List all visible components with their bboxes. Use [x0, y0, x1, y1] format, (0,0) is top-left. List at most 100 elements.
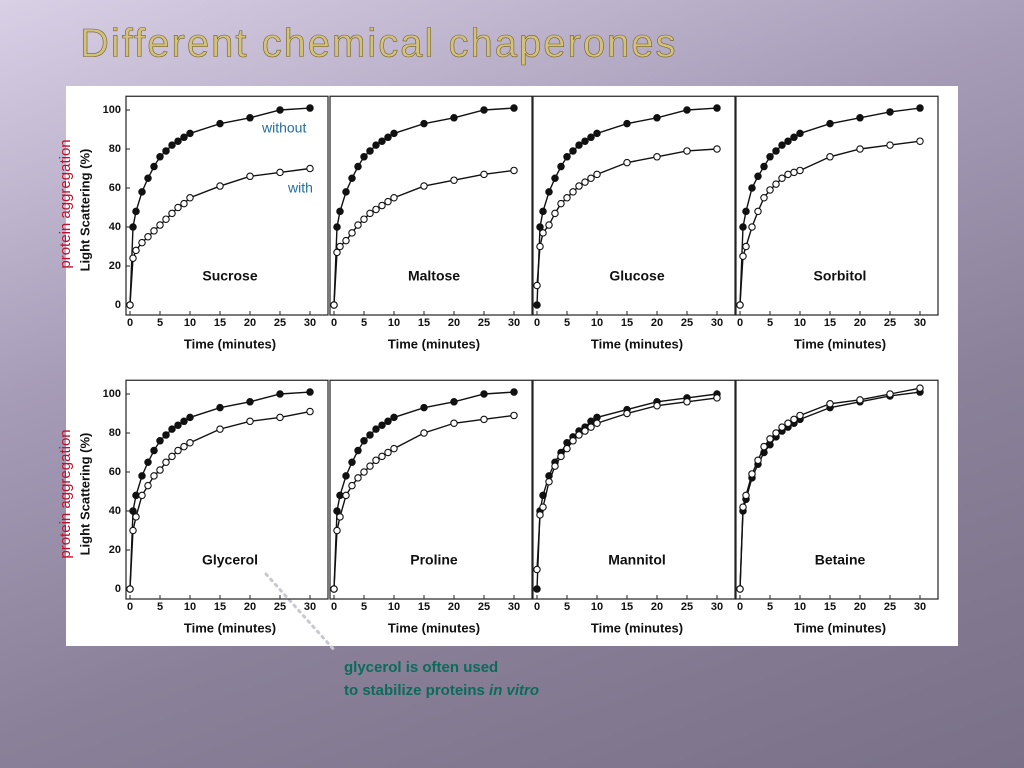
- data-point: [575, 141, 583, 149]
- data-point: [790, 168, 798, 177]
- data-point: [144, 233, 152, 241]
- data-point: [420, 429, 428, 437]
- x-tick-label: 0: [331, 317, 337, 329]
- data-point: [539, 207, 547, 216]
- data-point: [551, 209, 559, 218]
- data-point: [754, 456, 762, 465]
- data-point: [536, 511, 544, 519]
- x-tick-label: 20: [651, 317, 663, 329]
- data-point: [156, 221, 164, 229]
- data-point: [856, 145, 864, 153]
- data-point: [593, 170, 601, 179]
- data-point: [276, 390, 284, 398]
- data-point: [539, 491, 547, 500]
- data-point: [736, 301, 744, 309]
- x-tick-label: 15: [621, 601, 633, 613]
- x-tick-label: 10: [591, 317, 603, 329]
- data-point: [180, 442, 188, 451]
- data-point: [384, 133, 392, 142]
- data-point: [144, 481, 152, 490]
- data-point: [713, 394, 721, 402]
- x-tick-label: 0: [737, 317, 743, 329]
- series-line: [333, 107, 515, 306]
- x-tick-label: 5: [767, 317, 773, 329]
- data-point: [276, 413, 284, 422]
- x-tick-label: 20: [244, 601, 256, 613]
- y-tick-label: 60: [109, 182, 121, 194]
- series-line: [129, 167, 311, 306]
- data-point: [739, 503, 747, 511]
- data-point: [533, 281, 541, 290]
- data-point: [563, 153, 571, 161]
- data-point: [557, 199, 565, 208]
- data-point: [575, 182, 583, 190]
- data-point: [736, 585, 744, 593]
- data-point: [366, 209, 374, 218]
- x-tick-label: 0: [127, 317, 133, 329]
- x-tick-label: 20: [651, 601, 663, 613]
- data-point: [348, 229, 356, 237]
- side-label: protein aggregation: [57, 429, 74, 558]
- data-point: [126, 301, 134, 309]
- data-point: [760, 194, 768, 202]
- data-point: [536, 242, 544, 251]
- data-point: [246, 417, 254, 426]
- connector: [264, 572, 338, 654]
- data-point: [510, 104, 518, 112]
- x-tick-label: 5: [157, 317, 163, 329]
- data-point: [378, 201, 386, 210]
- x-tick-label: 30: [914, 317, 926, 329]
- data-point: [150, 472, 158, 480]
- x-tick-label: 30: [914, 601, 926, 613]
- data-point: [713, 104, 721, 112]
- data-point: [366, 147, 374, 155]
- data-point: [480, 415, 488, 424]
- x-tick-label: 10: [794, 601, 806, 613]
- data-point: [342, 472, 350, 480]
- y-tick-label: 60: [109, 466, 121, 478]
- data-point: [480, 106, 488, 114]
- x-tick-label: 30: [304, 601, 316, 613]
- note-line: to stabilize proteins in vitro: [344, 682, 539, 699]
- data-point: [623, 119, 631, 128]
- data-point: [653, 401, 661, 410]
- data-point: [354, 162, 362, 171]
- x-tick-label: 20: [244, 317, 256, 329]
- data-point: [342, 236, 350, 245]
- plot-frame: [329, 379, 533, 600]
- data-point: [778, 141, 786, 149]
- data-point: [480, 390, 488, 398]
- data-point: [886, 141, 894, 149]
- data-point: [778, 423, 786, 431]
- data-point: [886, 390, 894, 398]
- plot-frame: [735, 379, 939, 600]
- y-tick-label: 80: [109, 143, 121, 155]
- x-tick-label: 30: [508, 601, 520, 613]
- data-point: [132, 491, 140, 500]
- x-tick-label: 25: [274, 317, 286, 329]
- data-point: [186, 438, 194, 447]
- x-tick-label: 15: [214, 601, 226, 613]
- data-point: [390, 413, 398, 422]
- data-point: [766, 186, 774, 194]
- y-tick-label: 40: [109, 221, 121, 233]
- data-point: [132, 513, 140, 521]
- data-point: [683, 106, 691, 114]
- plot-frame: [125, 379, 329, 600]
- data-point: [390, 194, 398, 202]
- x-tick-label: 25: [884, 601, 896, 613]
- data-point: [886, 108, 894, 116]
- data-point: [533, 585, 541, 593]
- data-point: [557, 162, 565, 171]
- y-axis-label: Light Scattering (%): [77, 149, 92, 272]
- data-point: [916, 384, 924, 392]
- plot-frame: [532, 379, 736, 600]
- data-point: [354, 474, 362, 482]
- panel-label: Proline: [410, 552, 458, 568]
- y-tick-label: 0: [115, 299, 121, 311]
- data-point: [772, 429, 780, 437]
- data-point: [168, 141, 176, 149]
- series-line: [333, 414, 515, 590]
- data-point: [174, 421, 182, 429]
- data-point: [129, 526, 137, 535]
